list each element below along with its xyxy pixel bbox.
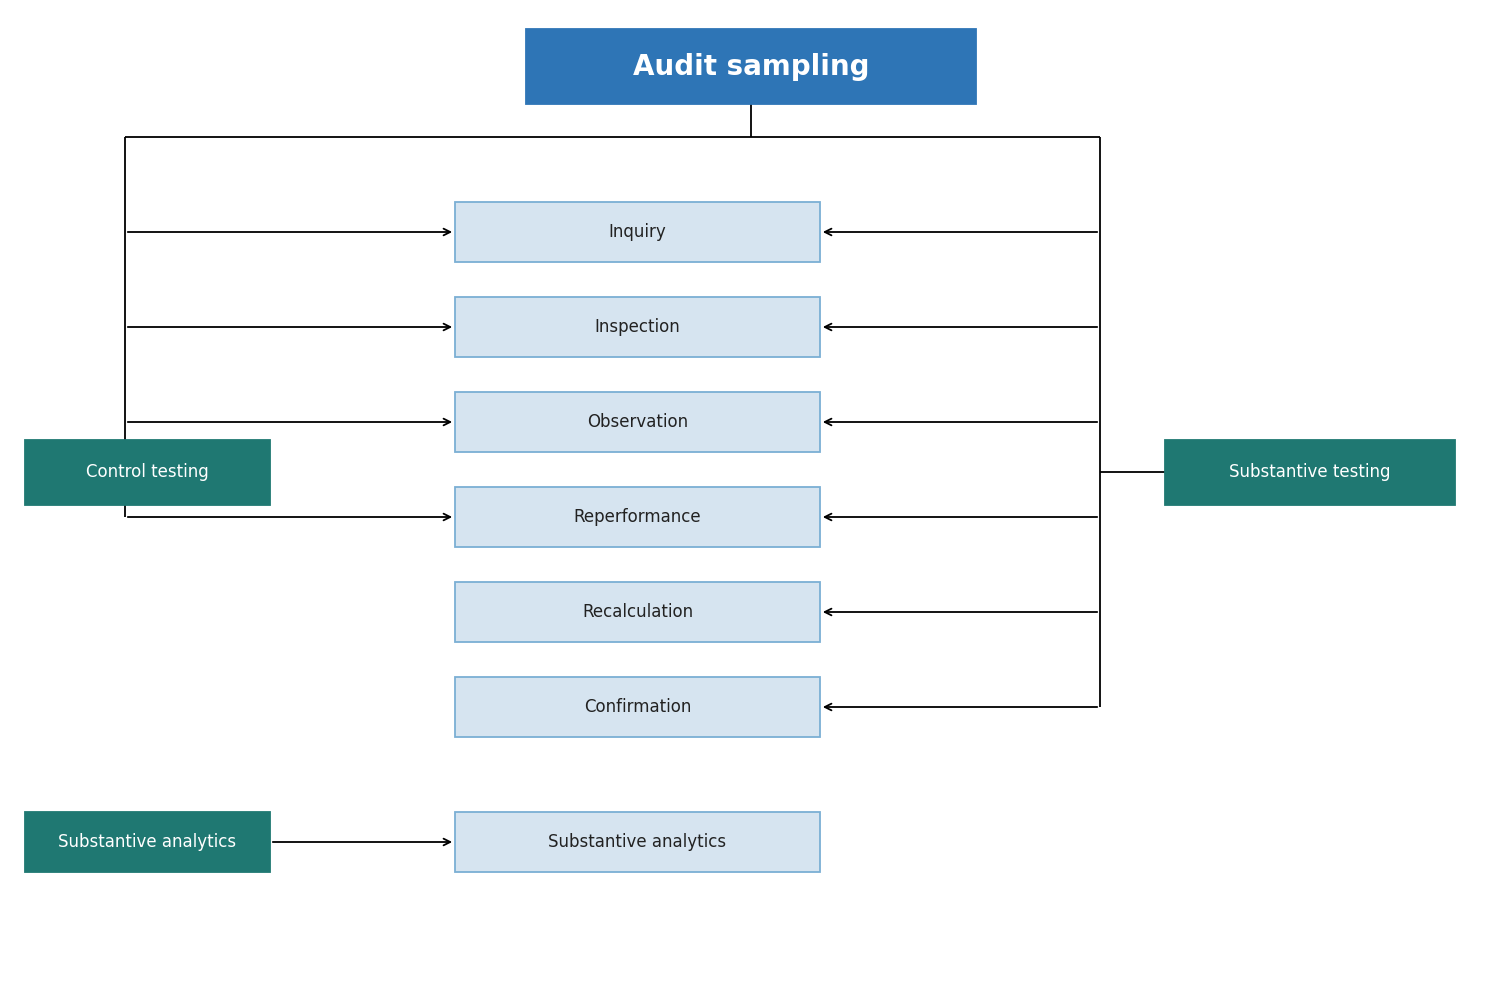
Text: Substantive testing: Substantive testing [1229, 463, 1391, 481]
Text: Recalculation: Recalculation [581, 603, 692, 621]
Text: Reperformance: Reperformance [574, 508, 701, 526]
FancyBboxPatch shape [455, 582, 820, 642]
Text: Audit sampling: Audit sampling [632, 53, 870, 81]
Text: Inquiry: Inquiry [608, 223, 667, 241]
Text: Inspection: Inspection [595, 318, 680, 336]
FancyBboxPatch shape [26, 812, 270, 872]
Text: Control testing: Control testing [86, 463, 209, 481]
Text: Substantive analytics: Substantive analytics [59, 833, 236, 851]
FancyBboxPatch shape [455, 202, 820, 262]
FancyBboxPatch shape [26, 440, 270, 504]
Text: Observation: Observation [587, 413, 688, 431]
Text: Substantive analytics: Substantive analytics [548, 833, 727, 851]
FancyBboxPatch shape [455, 297, 820, 357]
FancyBboxPatch shape [455, 677, 820, 737]
FancyBboxPatch shape [1166, 440, 1455, 504]
FancyBboxPatch shape [455, 392, 820, 452]
FancyBboxPatch shape [455, 812, 820, 872]
FancyBboxPatch shape [455, 487, 820, 547]
FancyBboxPatch shape [526, 30, 976, 105]
Text: Confirmation: Confirmation [584, 698, 691, 716]
